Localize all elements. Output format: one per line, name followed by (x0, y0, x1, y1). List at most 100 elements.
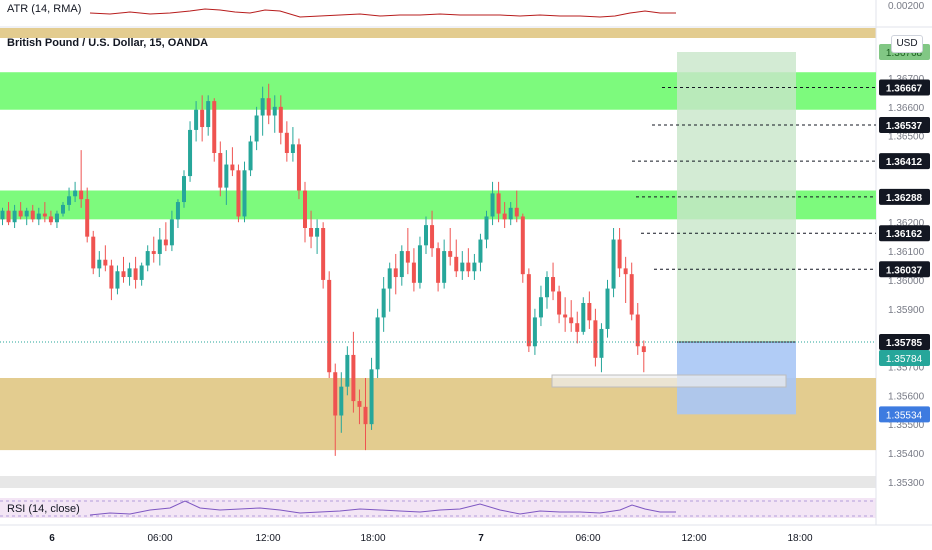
candle-body (532, 317, 537, 347)
grey-band (0, 476, 876, 488)
candle-body (169, 219, 174, 246)
price-axis-tick: 1.36700 (888, 74, 925, 85)
candle-body (54, 213, 59, 223)
candle-body (545, 277, 549, 298)
candle-body (6, 210, 11, 223)
candle-body (321, 228, 326, 280)
candle-body (472, 262, 477, 272)
top-gold-band (0, 28, 876, 38)
entry-price-box (879, 333, 930, 350)
target-price-box (879, 188, 930, 205)
price-axis-tick: 1.35500 (888, 420, 925, 431)
candle-body (278, 106, 283, 133)
candle-body (284, 132, 289, 153)
candle-body (200, 109, 205, 128)
rsi-pane-bg (0, 498, 876, 518)
candle-body (127, 268, 132, 278)
candle-body (484, 216, 489, 240)
candle-body (345, 354, 350, 387)
candle-body (0, 210, 5, 220)
consolidation-box (551, 374, 787, 388)
candle-body (327, 279, 332, 373)
candle-body (605, 288, 610, 329)
candle-body (133, 268, 138, 280)
candle-body (569, 317, 574, 324)
candle-body (254, 115, 259, 142)
candle-body (315, 228, 320, 237)
candle-body (593, 320, 598, 358)
time-axis-tick: 18:00 (360, 533, 385, 544)
price-axis-tick: 1.36200 (888, 218, 925, 229)
candle-body (375, 317, 380, 370)
candle-body (587, 303, 592, 321)
candle-body (623, 268, 628, 275)
time-axis-tick: 12:00 (255, 533, 280, 544)
time-axis-tick: 7 (478, 533, 484, 544)
candle-body (182, 176, 186, 203)
price-axis-tick: 1.36000 (888, 276, 925, 287)
candle-body (121, 271, 126, 278)
price-axis-tick: 1.35300 (888, 478, 925, 489)
candle-body (551, 277, 556, 292)
candle-body (212, 101, 217, 153)
candle-body (18, 210, 23, 217)
candle-body (145, 251, 150, 266)
candle-body (381, 288, 386, 318)
candle-body (303, 190, 307, 228)
symbol-title[interactable]: British Pound / U.S. Dollar, 15, OANDA (7, 37, 209, 49)
candle-body (103, 259, 108, 266)
target-price-label: 1.36037 (886, 265, 923, 276)
candle-body (333, 372, 338, 416)
candle-body (115, 271, 120, 289)
target-price-label: 1.36412 (886, 157, 923, 168)
candle-body (61, 204, 65, 214)
position-profit-area[interactable] (677, 52, 796, 342)
candle-body (363, 406, 368, 425)
price-axis-tick: 1.36500 (888, 132, 925, 143)
candle-body (230, 164, 235, 171)
candle-body (157, 239, 162, 254)
candle-body (387, 268, 392, 289)
current-price-label: 1.35784 (886, 354, 923, 365)
candle-body (42, 213, 47, 217)
target-price-box (879, 261, 930, 278)
candle-body (393, 268, 398, 278)
candle-body (466, 262, 471, 272)
candle-body (496, 193, 501, 214)
time-axis-tick: 06:00 (575, 533, 600, 544)
candle-body (599, 328, 604, 358)
candle-body (538, 297, 543, 318)
candle-body (290, 144, 295, 153)
current-price-box (879, 349, 930, 366)
currency-button[interactable]: USD (891, 35, 923, 53)
candle-body (369, 369, 374, 425)
candle-body (12, 210, 17, 223)
candle-body (581, 303, 586, 332)
rsi-indicator-line (89, 500, 676, 516)
candle-body (248, 141, 253, 171)
stop-price-label: 1.35534 (886, 410, 923, 421)
rsi-indicator-title[interactable]: RSI (14, close) (7, 503, 80, 515)
candle-body (30, 210, 35, 220)
candle-body (563, 314, 568, 318)
candle-body (296, 144, 301, 191)
price-axis-tick: 1.35700 (888, 362, 925, 373)
candle-body (405, 251, 410, 263)
candle-body (417, 245, 422, 283)
candle-body (635, 314, 640, 347)
candle-body (411, 262, 416, 283)
candle-body (611, 239, 616, 289)
target-price-label: 1.36667 (886, 84, 923, 95)
price-axis-tick: 1.36100 (888, 247, 925, 258)
candle-body (97, 259, 102, 269)
price-axis-tick: 1.36600 (888, 103, 925, 114)
time-axis-tick: 18:00 (787, 533, 812, 544)
candle-body (79, 190, 84, 200)
atr-indicator-title[interactable]: ATR (14, RMA) (7, 3, 82, 15)
target-price-box (879, 153, 930, 170)
stop-price-box (879, 406, 930, 423)
candle-body (272, 106, 277, 116)
candle-body (236, 170, 241, 217)
